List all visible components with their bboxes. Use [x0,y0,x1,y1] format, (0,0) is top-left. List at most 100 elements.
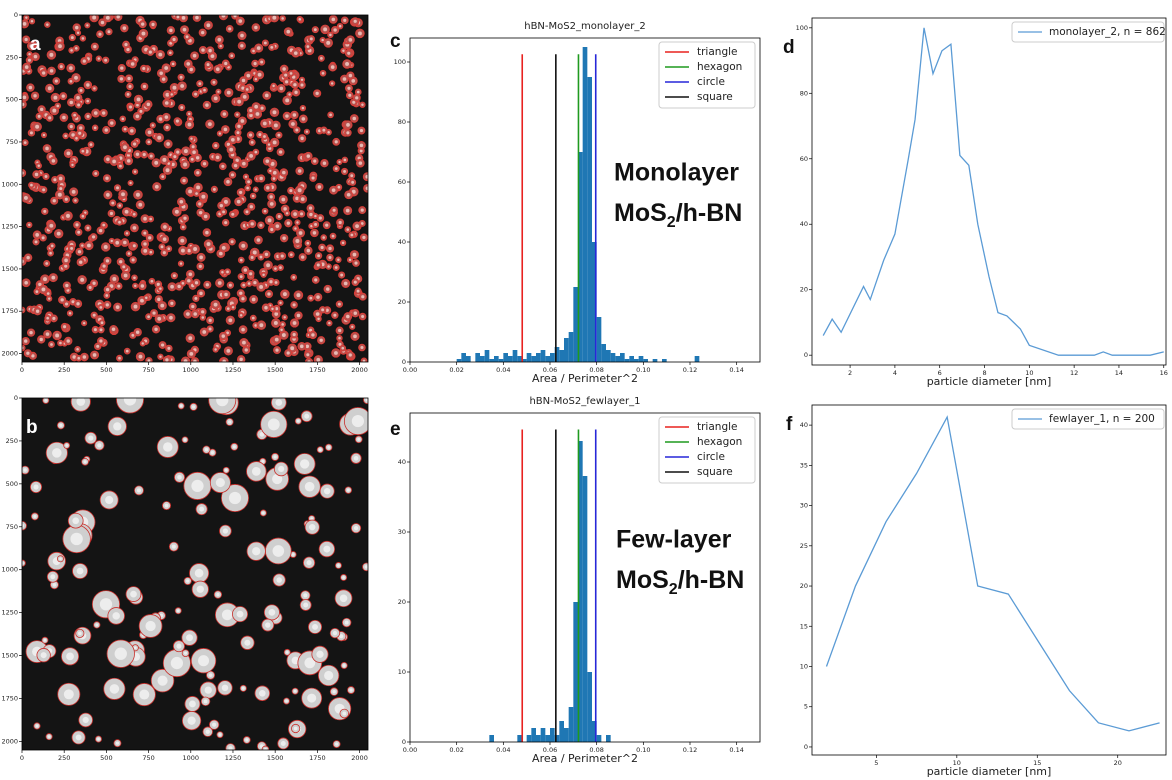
particle-core [272,545,285,557]
y-tick-label: 40 [398,238,406,246]
particle-core [172,37,176,42]
particle-core [300,83,304,87]
particle-core [198,82,202,86]
particle-core [341,346,345,350]
annotation-part: MoS [616,566,669,594]
legend-box [1011,21,1165,43]
particle-core [306,241,310,245]
particle-core [203,214,208,219]
particle-core [61,94,65,98]
particle-core [45,146,49,151]
particle-core [177,474,182,480]
particle-core [135,152,140,156]
particle-core [111,201,115,205]
particle-core [351,79,356,83]
particle-core [247,282,251,285]
particle-core [69,125,73,129]
particle-core [143,231,147,235]
particle-core [259,255,263,259]
histogram-bar [578,441,583,742]
particle-core [269,280,273,284]
particle-core [190,157,194,161]
particle-core [147,140,151,144]
particle-core [222,112,226,116]
particle-core [154,160,159,165]
particle-core [251,194,255,198]
particle-core [105,15,110,20]
particle-core [156,282,160,286]
particle-core [162,157,167,162]
particle-core [320,245,324,250]
particle-core [212,722,217,727]
particle-core [128,84,132,88]
particle-core [286,221,291,225]
particle-core [319,338,323,342]
particle-core [249,133,253,137]
particle-core [341,241,345,245]
particle-core [201,30,205,35]
particle-core [206,242,211,246]
histogram-bar [508,356,513,362]
particle-core [139,109,143,113]
particle-core [116,15,120,19]
particle-core [141,22,145,26]
particle-core [281,17,284,20]
particle-core [186,579,190,583]
particle-core [297,188,302,193]
particle-core [164,101,169,105]
particle-core [98,32,102,36]
histogram-bar [531,356,536,362]
particle-core [250,222,254,226]
x-tick-label: 250 [58,366,70,374]
particle-core [285,212,289,215]
particle-core [245,88,249,91]
particle-core [29,131,33,135]
annotation: MoS2/h-BN [614,199,742,231]
particle-core [346,314,350,319]
particle-core [301,106,305,110]
particle-core [164,503,169,508]
particle-core [320,56,323,60]
particle-core [249,113,253,118]
y-tick-label: 20 [800,582,808,590]
legend-label: circle [697,76,725,88]
particle-core [78,131,82,135]
particle-core [353,455,359,461]
particle-core [191,405,196,409]
particle-core [353,280,357,284]
particle-core [241,686,245,690]
particle-core [230,240,234,244]
particle-core [122,265,126,269]
histogram-bar [596,735,602,742]
x-tick-label: 0.04 [496,366,510,374]
particle-core [42,188,46,192]
particle-core [267,143,271,146]
particle-core [82,59,86,63]
particle-core [348,73,353,78]
y-tick-label: 25 [800,542,808,550]
particle-core [314,214,317,218]
particle-core [199,291,203,295]
particle-core [50,343,53,346]
particle-core [93,44,97,49]
particle-core [149,154,153,158]
x-tick-label: 0.00 [403,366,417,374]
particle-core [115,305,120,309]
particle-core [51,275,56,280]
particle-core [331,188,336,192]
legend-box [658,41,756,109]
particle-core [198,655,210,667]
particle-core [295,196,299,201]
particle-core [136,488,141,493]
particle-core [346,123,350,127]
x-tick-label: 500 [100,366,112,374]
particle-core [109,211,113,215]
particle-core [183,359,188,362]
particle-core [365,398,368,402]
particle-core [281,333,286,338]
histogram-bar [634,359,639,362]
particle-core [224,61,228,66]
particle-core [68,312,72,315]
particle-core [74,46,78,50]
particle-core [289,253,293,257]
